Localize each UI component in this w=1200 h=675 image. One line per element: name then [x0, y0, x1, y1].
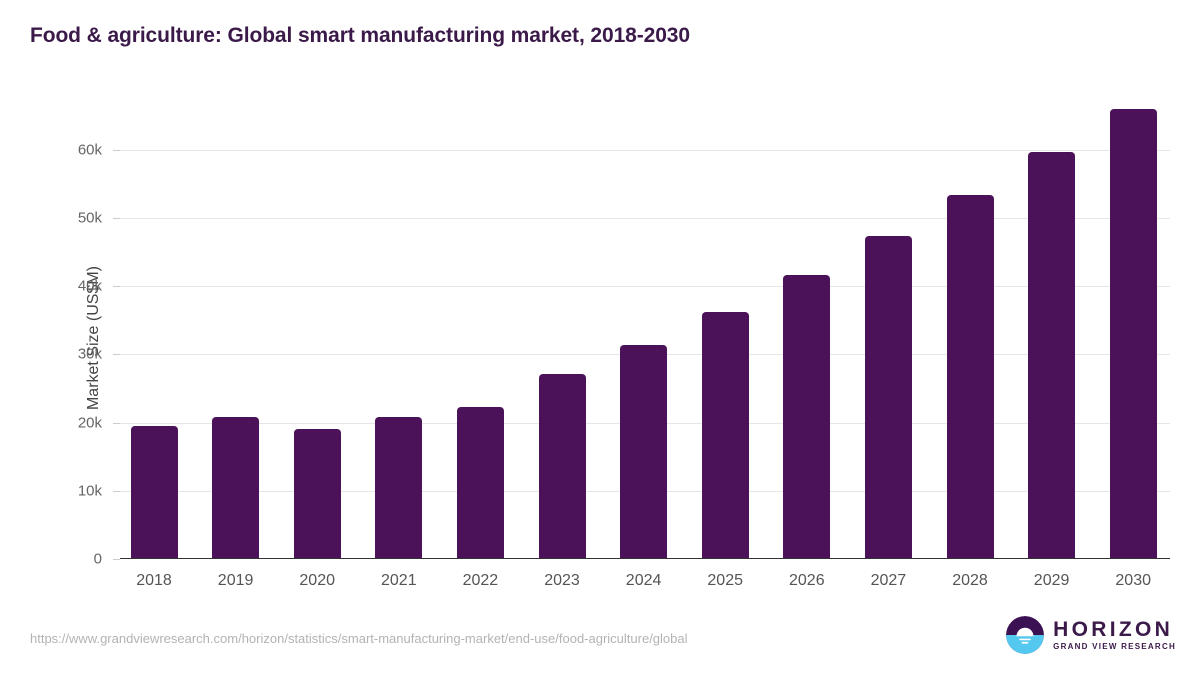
x-axis-tick-label: 2021 — [381, 572, 417, 589]
bar-2018[interactable] — [130, 425, 178, 559]
bar-2026[interactable] — [783, 275, 831, 559]
horizon-logo-icon — [1006, 616, 1045, 654]
source-url[interactable]: https://www.grandviewresearch.com/horizo… — [30, 631, 688, 646]
bar-2028[interactable] — [946, 194, 994, 559]
gridline — [120, 286, 1170, 288]
y-axis-tick-label: 50k — [77, 209, 102, 227]
bar-2019[interactable] — [212, 416, 260, 559]
horizon-logo-text: HORIZON GRAND VIEW RESEARCH — [1053, 619, 1176, 651]
y-axis-tick-mark — [113, 286, 120, 288]
y-axis-tick-label: 0 — [93, 550, 102, 568]
x-axis-tick-label: 2030 — [1115, 572, 1151, 589]
bar-2030[interactable] — [1109, 109, 1157, 559]
logo-wordmark: HORIZON — [1053, 618, 1174, 641]
x-axis-tick-label: 2020 — [299, 572, 335, 589]
x-axis-tick-label: 2024 — [625, 572, 662, 589]
y-axis-tick-label: 30k — [77, 345, 102, 363]
gridline — [120, 217, 1170, 219]
horizon-logo: HORIZON GRAND VIEW RESEARCH — [1006, 616, 1176, 654]
horizon-circle-icon — [1006, 616, 1045, 654]
x-axis-tick-label: 2026 — [789, 572, 825, 589]
x-axis-tick-label: 2018 — [136, 572, 172, 589]
x-axis-tick-label: 2027 — [870, 572, 907, 589]
x-axis-line — [120, 557, 1170, 559]
page-title: Food & agriculture: Global smart manufac… — [30, 24, 690, 47]
y-axis-tick-mark — [113, 559, 120, 560]
x-axis-tick-label: 2022 — [462, 572, 499, 589]
x-axis-tick-label: 2023 — [544, 572, 580, 589]
x-axis-tick-label: 2029 — [1033, 572, 1070, 589]
bar-2024[interactable] — [620, 344, 668, 559]
y-axis-tick-label: 10k — [77, 482, 102, 500]
gridline — [120, 149, 1170, 151]
bar-2020[interactable] — [293, 428, 341, 559]
bar-2025[interactable] — [701, 312, 749, 559]
bar-2027[interactable] — [864, 235, 912, 559]
y-axis-tick-label: 60k — [77, 141, 102, 159]
plot-area: 0 10k 20k 30k 40k 50k 60k — [78, 95, 1170, 568]
y-axis-tick-label: 20k — [77, 414, 102, 432]
y-axis-tick-mark — [113, 490, 120, 492]
y-axis-tick-mark — [113, 217, 120, 219]
y-axis-tick-mark — [113, 422, 120, 424]
x-axis-tick-label: 2028 — [952, 572, 988, 589]
bar-2029[interactable] — [1028, 152, 1076, 559]
bar-2023[interactable] — [538, 373, 586, 559]
y-axis-tick-mark — [113, 354, 120, 356]
x-axis-tick-label: 2025 — [707, 572, 743, 589]
x-axis-tick-label: 2019 — [217, 572, 254, 589]
logo-tagline: GRAND VIEW RESEARCH — [1053, 642, 1176, 651]
y-axis-tick-label: 40k — [77, 277, 102, 295]
bar-2022[interactable] — [456, 406, 504, 559]
y-axis-tick-mark — [113, 149, 120, 151]
bar-2021[interactable] — [375, 417, 423, 559]
